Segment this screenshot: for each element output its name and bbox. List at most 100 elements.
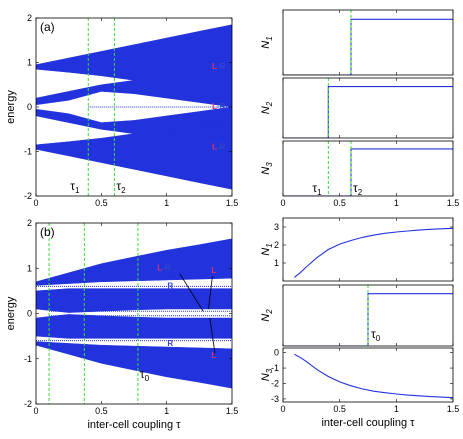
y-axis-label-main: N [260,248,272,256]
state-annotation-4: R [167,339,173,348]
annotation-part: L [211,266,216,275]
annotation-arrow-3 [209,317,216,354]
y-axis-label-sub: 2 [265,309,274,315]
x-tick-label: 1.5 [226,406,239,416]
y-axis-label-sub: 3 [265,162,274,167]
panel-b-N2: N2 τ0 [260,284,454,347]
y-axis-label-sub: 2 [265,101,274,107]
y-axis-label-sub: 1 [265,243,274,247]
series-line-a-N3 [283,148,453,196]
y-tick-label: -1 [271,363,279,373]
panel-b-energy: 0 0.5 1 1.5 -2 -1 0 1 2 energy inter-cell coupling… [5,218,238,431]
tau-marker-label-2-main: τ [116,179,121,193]
tau-marker-label-2: τ2 [116,179,126,195]
x-tick-label: 0 [33,198,38,208]
annotation-part: -R [217,142,226,151]
axes-frame [282,140,454,197]
annotation-part: L [212,102,217,111]
annotation-part: L [212,62,217,71]
energy-band-3 [36,314,232,339]
annotation-part: -R [217,102,226,111]
series-line-a-N2 [283,86,453,138]
annotation-part: -R [217,62,226,71]
axes-frame [282,77,454,139]
y-tick-label: 1 [274,258,279,268]
y-tick-label: 1 [27,263,32,273]
tau-marker-label-2: τ2 [353,181,363,197]
y-tick-label: -1 [24,354,32,364]
tau-marker-label-2-sub: 2 [121,186,126,195]
x-tick-label: 1.5 [447,404,460,414]
annotation-arrow-2 [208,276,213,310]
plot-area-b-N1 [293,227,453,278]
x-tick-label: 0.5 [95,406,108,416]
axes-frame [282,284,454,347]
y-tick-label: 2 [27,13,32,23]
y-axis-label-sub: 1 [265,36,274,40]
tau-marker-label-1-main: τ [312,181,317,195]
axes-frame [282,347,454,403]
x-tick-label: 1.5 [226,198,239,208]
state-annotation-3: L [211,266,216,275]
y-tick-label: -1 [24,147,32,157]
tau-marker-label-1-main: τ [371,327,376,341]
tau-marker-label-1-sub: 1 [75,186,80,195]
x-tick-label: 1 [394,198,399,208]
plot-area-a-N1 [283,10,453,75]
state-annotation-5: L [211,351,216,360]
y-tick-label: 0 [274,348,279,358]
energy-band-1 [36,238,232,286]
panel-a-N1: N1 [260,9,454,76]
y-axis-label-main: N [260,314,272,322]
y-axis-label: N3 [260,368,274,381]
y-tick-label: 2 [274,240,279,250]
tau-marker-label-3-main: τ [140,367,145,381]
y-axis-label: N2 [260,101,274,114]
tau-marker-label-1-sub: 1 [317,188,322,197]
y-tick-label: 0 [27,102,32,112]
x-axis-label: inter-cell coupling τ [321,417,415,429]
y-axis-label: energy [5,90,17,124]
y-tick-label: -2 [24,191,32,201]
axes-frame [282,9,454,76]
tau-marker-label-1-sub: 0 [376,334,381,343]
y-axis-label-sub: 3 [265,368,274,373]
x-tick-label: 1 [164,406,169,416]
y-axis-label: N2 [260,309,274,322]
state-annotation-1: R [167,282,173,291]
y-tick-label: 0 [27,309,32,319]
annotation-part: L [157,264,162,273]
annotation-part: L [212,142,217,151]
axes-frame [282,217,454,282]
plot-area-a-N3 [283,141,453,196]
series-line-b-N3 [294,353,453,399]
x-tick-label: 0 [280,404,285,414]
tau-marker-label-1-main: τ [70,179,75,193]
state-annotation-2: L-R [157,264,171,273]
energy-band-4 [36,120,232,190]
y-tick-label: -2 [271,378,279,388]
energy-band-2 [36,66,232,108]
x-tick-label: 0.5 [95,198,108,208]
state-annotation-3: L-R [212,142,226,151]
plot-area-a-N2 [283,78,453,138]
tau-marker-label-3: τ0 [140,367,150,383]
y-axis-label-main: N [260,373,272,381]
annotation-part: R [167,282,173,291]
annotation-part: L [211,351,216,360]
x-tick-label: 0 [33,406,38,416]
state-annotation-2: L-R [212,102,226,111]
series-line-b-N2 [283,293,453,346]
y-tick-label: 2 [27,218,32,228]
annotation-arrow-1 [179,273,204,312]
tau-marker-label-1: τ1 [312,181,322,197]
x-tick-label: 0.5 [333,198,346,208]
plot-area-b-N2 [283,285,453,346]
series-line-a-N1 [283,18,453,75]
panel-label: (b) [40,225,55,239]
